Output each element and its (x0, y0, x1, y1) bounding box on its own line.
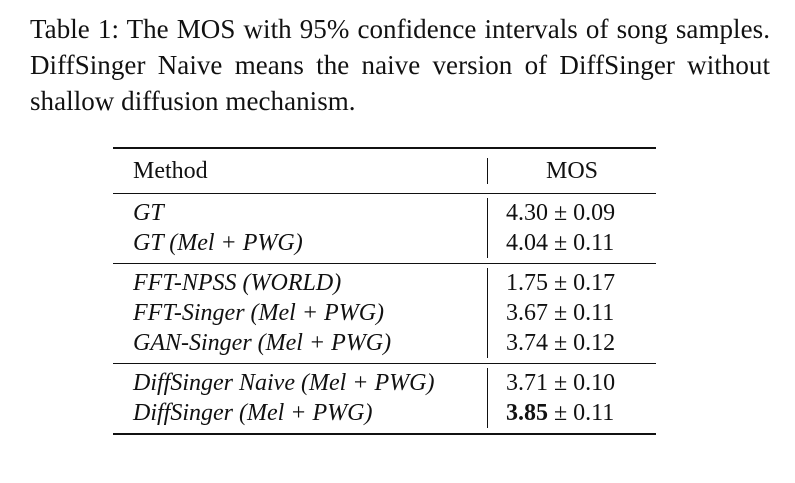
table-caption: Table 1: The MOS with 95% confidence int… (30, 14, 770, 116)
table-row: FFT-Singer (Mel + PWG) 3.67 ± 0.11 (113, 298, 656, 328)
method-cell: GT (Mel + PWG) (113, 228, 488, 258)
mos-cell: 4.04 ± 0.11 (488, 228, 656, 258)
mos-cell: 3.85 ± 0.11 (488, 398, 656, 428)
table-group: DiffSinger Naive (Mel + PWG) 3.71 ± 0.10 D… (113, 364, 656, 433)
mos-value: 3.71 (506, 369, 548, 396)
mos-value: 4.30 (506, 199, 548, 226)
table-row: GT (Mel + PWG) 4.04 ± 0.11 (113, 228, 656, 258)
method-cell: DiffSinger Naive (Mel + PWG) (113, 368, 488, 398)
table-top-rule (113, 147, 656, 149)
mos-cell: 3.71 ± 0.10 (488, 368, 656, 398)
mos-confidence-interval: ± 0.11 (554, 399, 615, 426)
table-row: DiffSinger Naive (Mel + PWG) 3.71 ± 0.10 (113, 368, 656, 398)
mos-cell: 3.74 ± 0.12 (488, 328, 656, 358)
table-group: GT 4.30 ± 0.09 GT (Mel + PWG) 4.04 ± 0.11 (113, 194, 656, 263)
mos-confidence-interval: ± 0.12 (554, 329, 616, 356)
table-row: GAN-Singer (Mel + PWG) 3.74 ± 0.12 (113, 328, 656, 358)
table-group-rule (113, 263, 656, 264)
table-group: FFT-NPSS (WORLD) 1.75 ± 0.17 FFT-Singer (M… (113, 264, 656, 363)
method-cell: FFT-NPSS (WORLD) (113, 268, 488, 298)
table-row: GT 4.30 ± 0.09 (113, 198, 656, 228)
header-mos: MOS (545, 157, 599, 184)
mos-value: 3.67 (506, 299, 548, 326)
mos-value: 4.04 (506, 229, 548, 256)
mos-value: 3.85 (506, 399, 548, 426)
mos-table: Method MOS GT 4.30 ± 0.09 GT (Mel + PWG) 4.… (113, 147, 656, 435)
method-cell: GAN-Singer (Mel + PWG) (113, 328, 488, 358)
table-group-rule (113, 193, 656, 194)
table-bottom-rule (113, 433, 656, 435)
method-cell: GT (113, 198, 488, 228)
method-cell: FFT-Singer (Mel + PWG) (113, 298, 488, 328)
mos-confidence-interval: ± 0.10 (554, 369, 616, 396)
mos-value: 3.74 (506, 329, 548, 356)
mos-cell: 1.75 ± 0.17 (488, 268, 656, 298)
table-group-rule (113, 363, 656, 364)
table-body: GT 4.30 ± 0.09 GT (Mel + PWG) 4.04 ± 0.11 FF… (113, 193, 656, 433)
mos-confidence-interval: ± 0.09 (554, 199, 616, 226)
mos-cell: 3.67 ± 0.11 (488, 298, 656, 328)
mos-value: 1.75 (506, 269, 548, 296)
mos-cell: 4.30 ± 0.09 (488, 198, 656, 228)
mos-confidence-interval: ± 0.17 (554, 269, 616, 296)
table-row: DiffSinger (Mel + PWG) 3.85 ± 0.11 (113, 398, 656, 428)
table-row: FFT-NPSS (WORLD) 1.75 ± 0.17 (113, 268, 656, 298)
header-method: Method (113, 158, 488, 184)
mos-confidence-interval: ± 0.11 (554, 299, 615, 326)
mos-confidence-interval: ± 0.11 (554, 229, 615, 256)
table-header-row: Method MOS (113, 149, 656, 193)
method-cell: DiffSinger (Mel + PWG) (113, 398, 488, 428)
